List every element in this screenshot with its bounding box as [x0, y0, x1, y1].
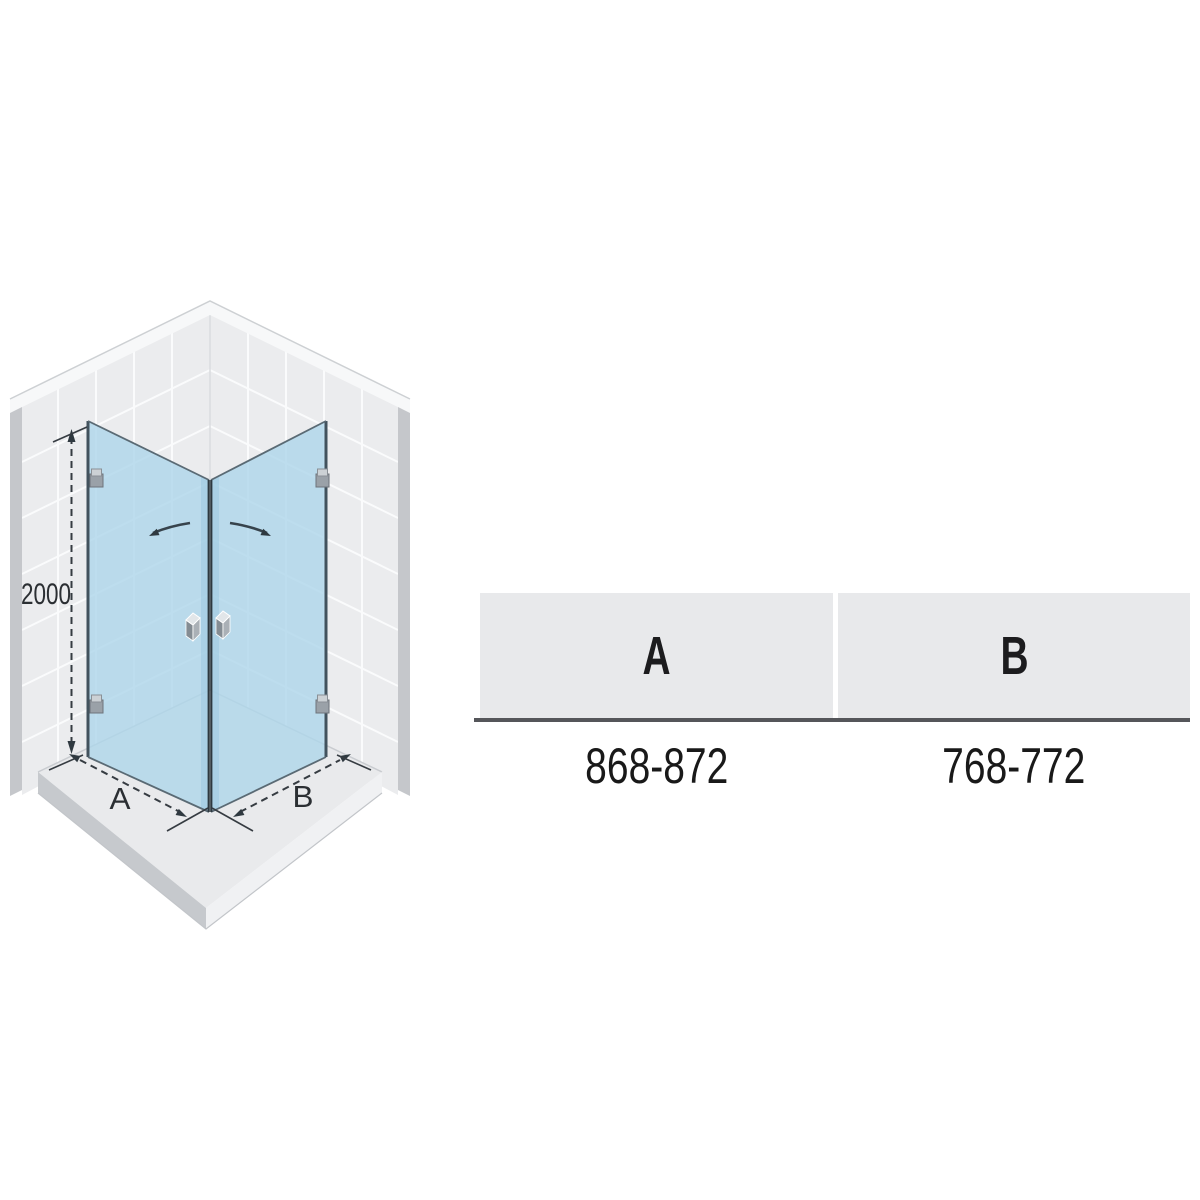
table-header-b: B: [999, 625, 1029, 686]
tray-edge-left: [38, 772, 206, 929]
hinge-icon: [89, 468, 104, 488]
height-dimension-label: 2000: [21, 578, 71, 611]
table-header-cell-b: B: [838, 593, 1190, 718]
wall-edge-left: [10, 407, 22, 796]
dimension-b: B: [211, 754, 372, 832]
tray-edge-right: [206, 772, 382, 929]
door-handle-icon: [215, 610, 231, 640]
hinge-icon: [315, 468, 330, 488]
door-swing-arrow-right: [229, 521, 271, 536]
dimension-height: 2000: [21, 426, 88, 771]
top-edge-right: [210, 301, 410, 413]
table-value-b: 768-772: [942, 738, 1086, 794]
table-header-a: A: [642, 625, 671, 686]
wall-edge-right: [398, 407, 410, 796]
hinge-icon: [89, 694, 104, 714]
width-b-label: B: [293, 779, 314, 814]
top-outline: [9, 300, 411, 400]
table-value-cell-a: 868-872: [480, 738, 833, 794]
dimension-a: A: [69, 754, 209, 832]
table-value-cell-b: 768-772: [838, 738, 1190, 794]
door-handle-icon: [185, 612, 201, 642]
top-edge-left: [10, 301, 210, 413]
table-value-a: 868-872: [584, 738, 729, 794]
tray-bottom-edge: [37, 792, 383, 930]
width-a-label: A: [110, 781, 131, 816]
table-header-cell-a: A: [480, 593, 833, 718]
table-underline: [474, 718, 1190, 722]
hinge-icon: [315, 694, 330, 714]
glass-door-right: [210, 420, 328, 813]
door-swing-arrow-left: [149, 521, 191, 536]
glass-door-left: [86, 420, 210, 813]
